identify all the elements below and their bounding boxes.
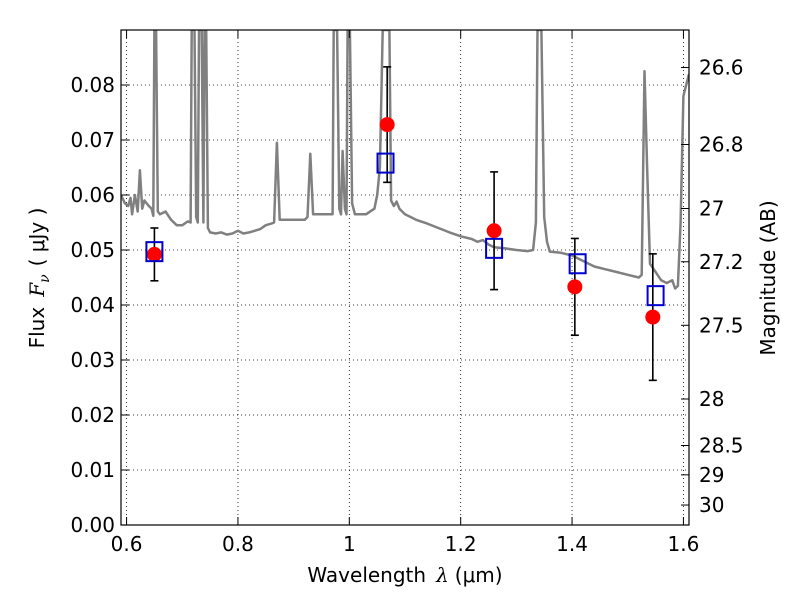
- y-tick-labels: 0.00 0.01 0.02 0.03 0.04 0.05 0.06 0.07 0.08: [70, 73, 115, 537]
- magnitude-tick-label: 27.5: [699, 313, 744, 337]
- observed-flux-point: [379, 117, 395, 133]
- magnitude-tick-label: 27: [699, 197, 724, 221]
- model-photometry-point: [485, 237, 504, 259]
- magnitude-tick-label: 26.6: [699, 56, 744, 80]
- y-axis-label: FluxFν( μJy ): [25, 208, 53, 349]
- observed-flux-points: [146, 117, 661, 325]
- y-tick-label: 0.07: [70, 128, 115, 152]
- model-photometry-points: [145, 152, 665, 307]
- y-tick-label: 0.03: [70, 348, 115, 372]
- error-bars: [150, 66, 657, 382]
- magnitude-tick-label: 28: [699, 387, 724, 411]
- y-tick-label: 0.01: [70, 458, 115, 482]
- y2-axis-label: Magnitude (AB): [756, 200, 780, 355]
- y-tick-label: 0.08: [70, 73, 115, 97]
- model-photometry-point: [376, 152, 395, 174]
- y-tick-label: 0.00: [70, 513, 115, 537]
- y-tick-label: 0.05: [70, 238, 115, 262]
- y-tick-label: 0.06: [70, 183, 115, 207]
- observed-flux-point: [645, 309, 661, 325]
- observed-flux-point: [567, 279, 583, 295]
- magnitude-tick-label: 30: [699, 493, 724, 517]
- model-photometry-point: [568, 253, 587, 275]
- x-tick-label: 1: [343, 532, 356, 556]
- x-axis-label: Wavelength λ (μm): [307, 563, 502, 587]
- x-tick-label: 0.6: [111, 532, 143, 556]
- model-spectrum-line: [121, 30, 689, 290]
- magnitude-tick-label: 26.8: [699, 132, 744, 156]
- x-tick-labels: 0.6 0.8 1 1.2 1.4 1.6: [111, 532, 700, 556]
- magnitude-tick-labels: 26.6 26.8 27 27.2 27.5 28 28.5 29 30: [699, 56, 744, 518]
- magnitude-tick-label: 27.2: [699, 250, 744, 274]
- axis-ticks: [121, 30, 689, 526]
- x-tick-label: 1.6: [668, 532, 700, 556]
- magnitude-tick-label: 29: [699, 463, 724, 487]
- observed-flux-point: [146, 246, 162, 262]
- x-tick-label: 1.4: [556, 532, 588, 556]
- model-photometry-point: [145, 241, 164, 263]
- model-photometry-point: [646, 285, 665, 307]
- y-tick-label: 0.02: [70, 403, 115, 427]
- x-tick-label: 1.2: [445, 532, 477, 556]
- x-tick-label: 0.8: [222, 532, 254, 556]
- y-tick-label: 0.04: [70, 293, 115, 317]
- plot-frame: [120, 29, 690, 526]
- magnitude-tick-label: 28.5: [699, 434, 744, 458]
- observed-flux-point: [486, 223, 502, 239]
